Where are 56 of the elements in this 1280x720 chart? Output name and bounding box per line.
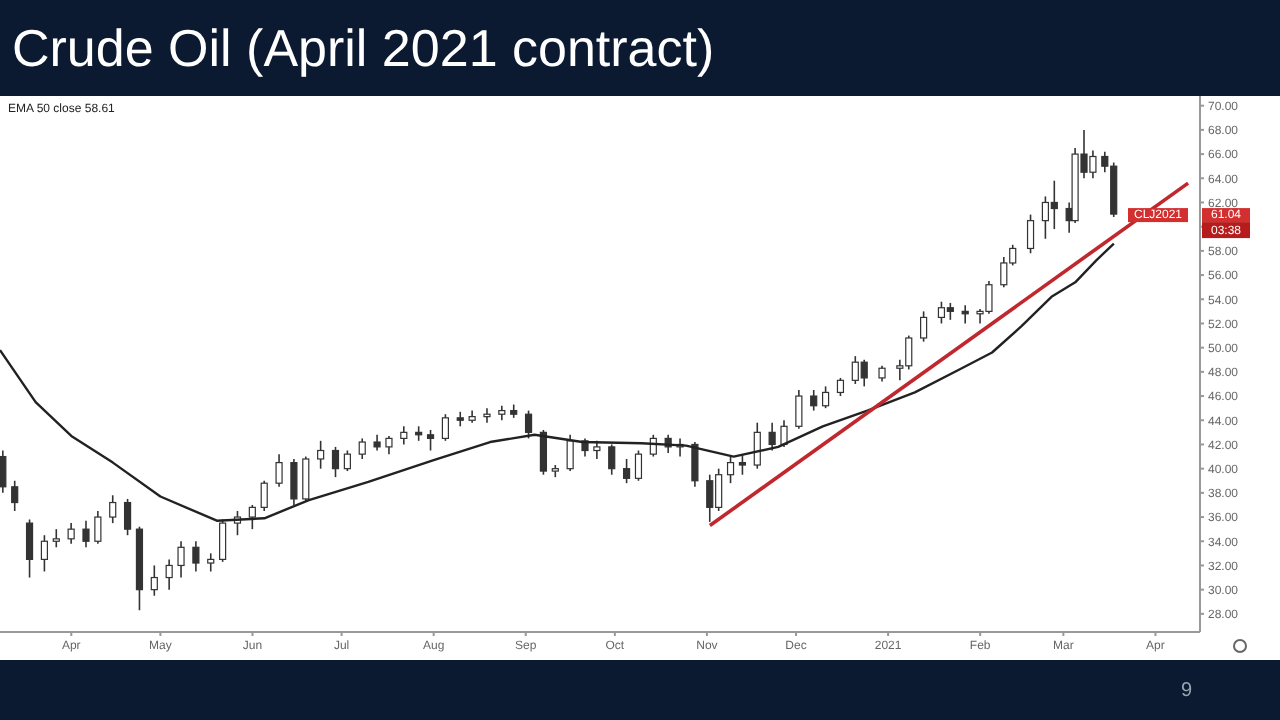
- candlestick: [860, 358, 868, 388]
- candlestick: [441, 413, 449, 442]
- candlestick: [11, 479, 19, 512]
- candlestick: [821, 385, 830, 409]
- candlestick: [400, 425, 408, 446]
- candlestick: [634, 449, 643, 482]
- candlestick: [331, 446, 340, 478]
- candlestick: [810, 389, 818, 412]
- candlestick: [566, 433, 574, 472]
- candlestick: [275, 453, 283, 488]
- candlestick: [40, 534, 49, 573]
- candlestick: [836, 377, 845, 397]
- candlestick: [1000, 256, 1008, 288]
- candlestick: [260, 479, 268, 512]
- candlestick: [738, 453, 747, 476]
- candlestick: [483, 407, 491, 424]
- candlestick: [385, 435, 393, 455]
- candlestick: [726, 455, 735, 484]
- candlestick: [343, 449, 351, 472]
- candlestick: [123, 498, 132, 537]
- candlestick: [768, 421, 776, 452]
- candlestick: [219, 518, 227, 563]
- candlestick: [1026, 213, 1035, 255]
- candlestick: [290, 458, 298, 506]
- candlestick: [192, 540, 200, 573]
- line-series: [0, 242, 1116, 522]
- candlestick: [317, 440, 325, 470]
- candlestick: [608, 443, 616, 476]
- candlestick: [177, 540, 185, 579]
- candlestick: [207, 552, 215, 573]
- candlestick: [426, 429, 435, 452]
- candlestick: [25, 518, 34, 579]
- candlestick: [82, 519, 90, 549]
- candlestick: [920, 310, 928, 343]
- candlestick: [248, 504, 256, 530]
- candlestick: [524, 409, 533, 440]
- candlestick: [302, 455, 310, 503]
- chart-title: Crude Oil (April 2021 contract): [10, 16, 717, 82]
- candlestick: [937, 300, 946, 325]
- candlestick: [706, 473, 714, 523]
- candlestick: [0, 449, 7, 494]
- candlestick: [539, 429, 548, 476]
- candlestick: [795, 389, 803, 430]
- candlestick: [94, 510, 102, 545]
- candlestick: [358, 437, 366, 460]
- candlestick: [67, 522, 75, 545]
- candlestick: [52, 528, 60, 549]
- candlestick: [1050, 179, 1058, 230]
- text: 9: [1180, 680, 1192, 702]
- candlestick: [753, 421, 761, 470]
- candlestick: [109, 494, 117, 524]
- candlestick: [691, 441, 699, 488]
- candlestick: [622, 458, 631, 484]
- candlestick: [150, 564, 158, 597]
- candlestick: [780, 419, 788, 448]
- candlestick: [165, 558, 173, 591]
